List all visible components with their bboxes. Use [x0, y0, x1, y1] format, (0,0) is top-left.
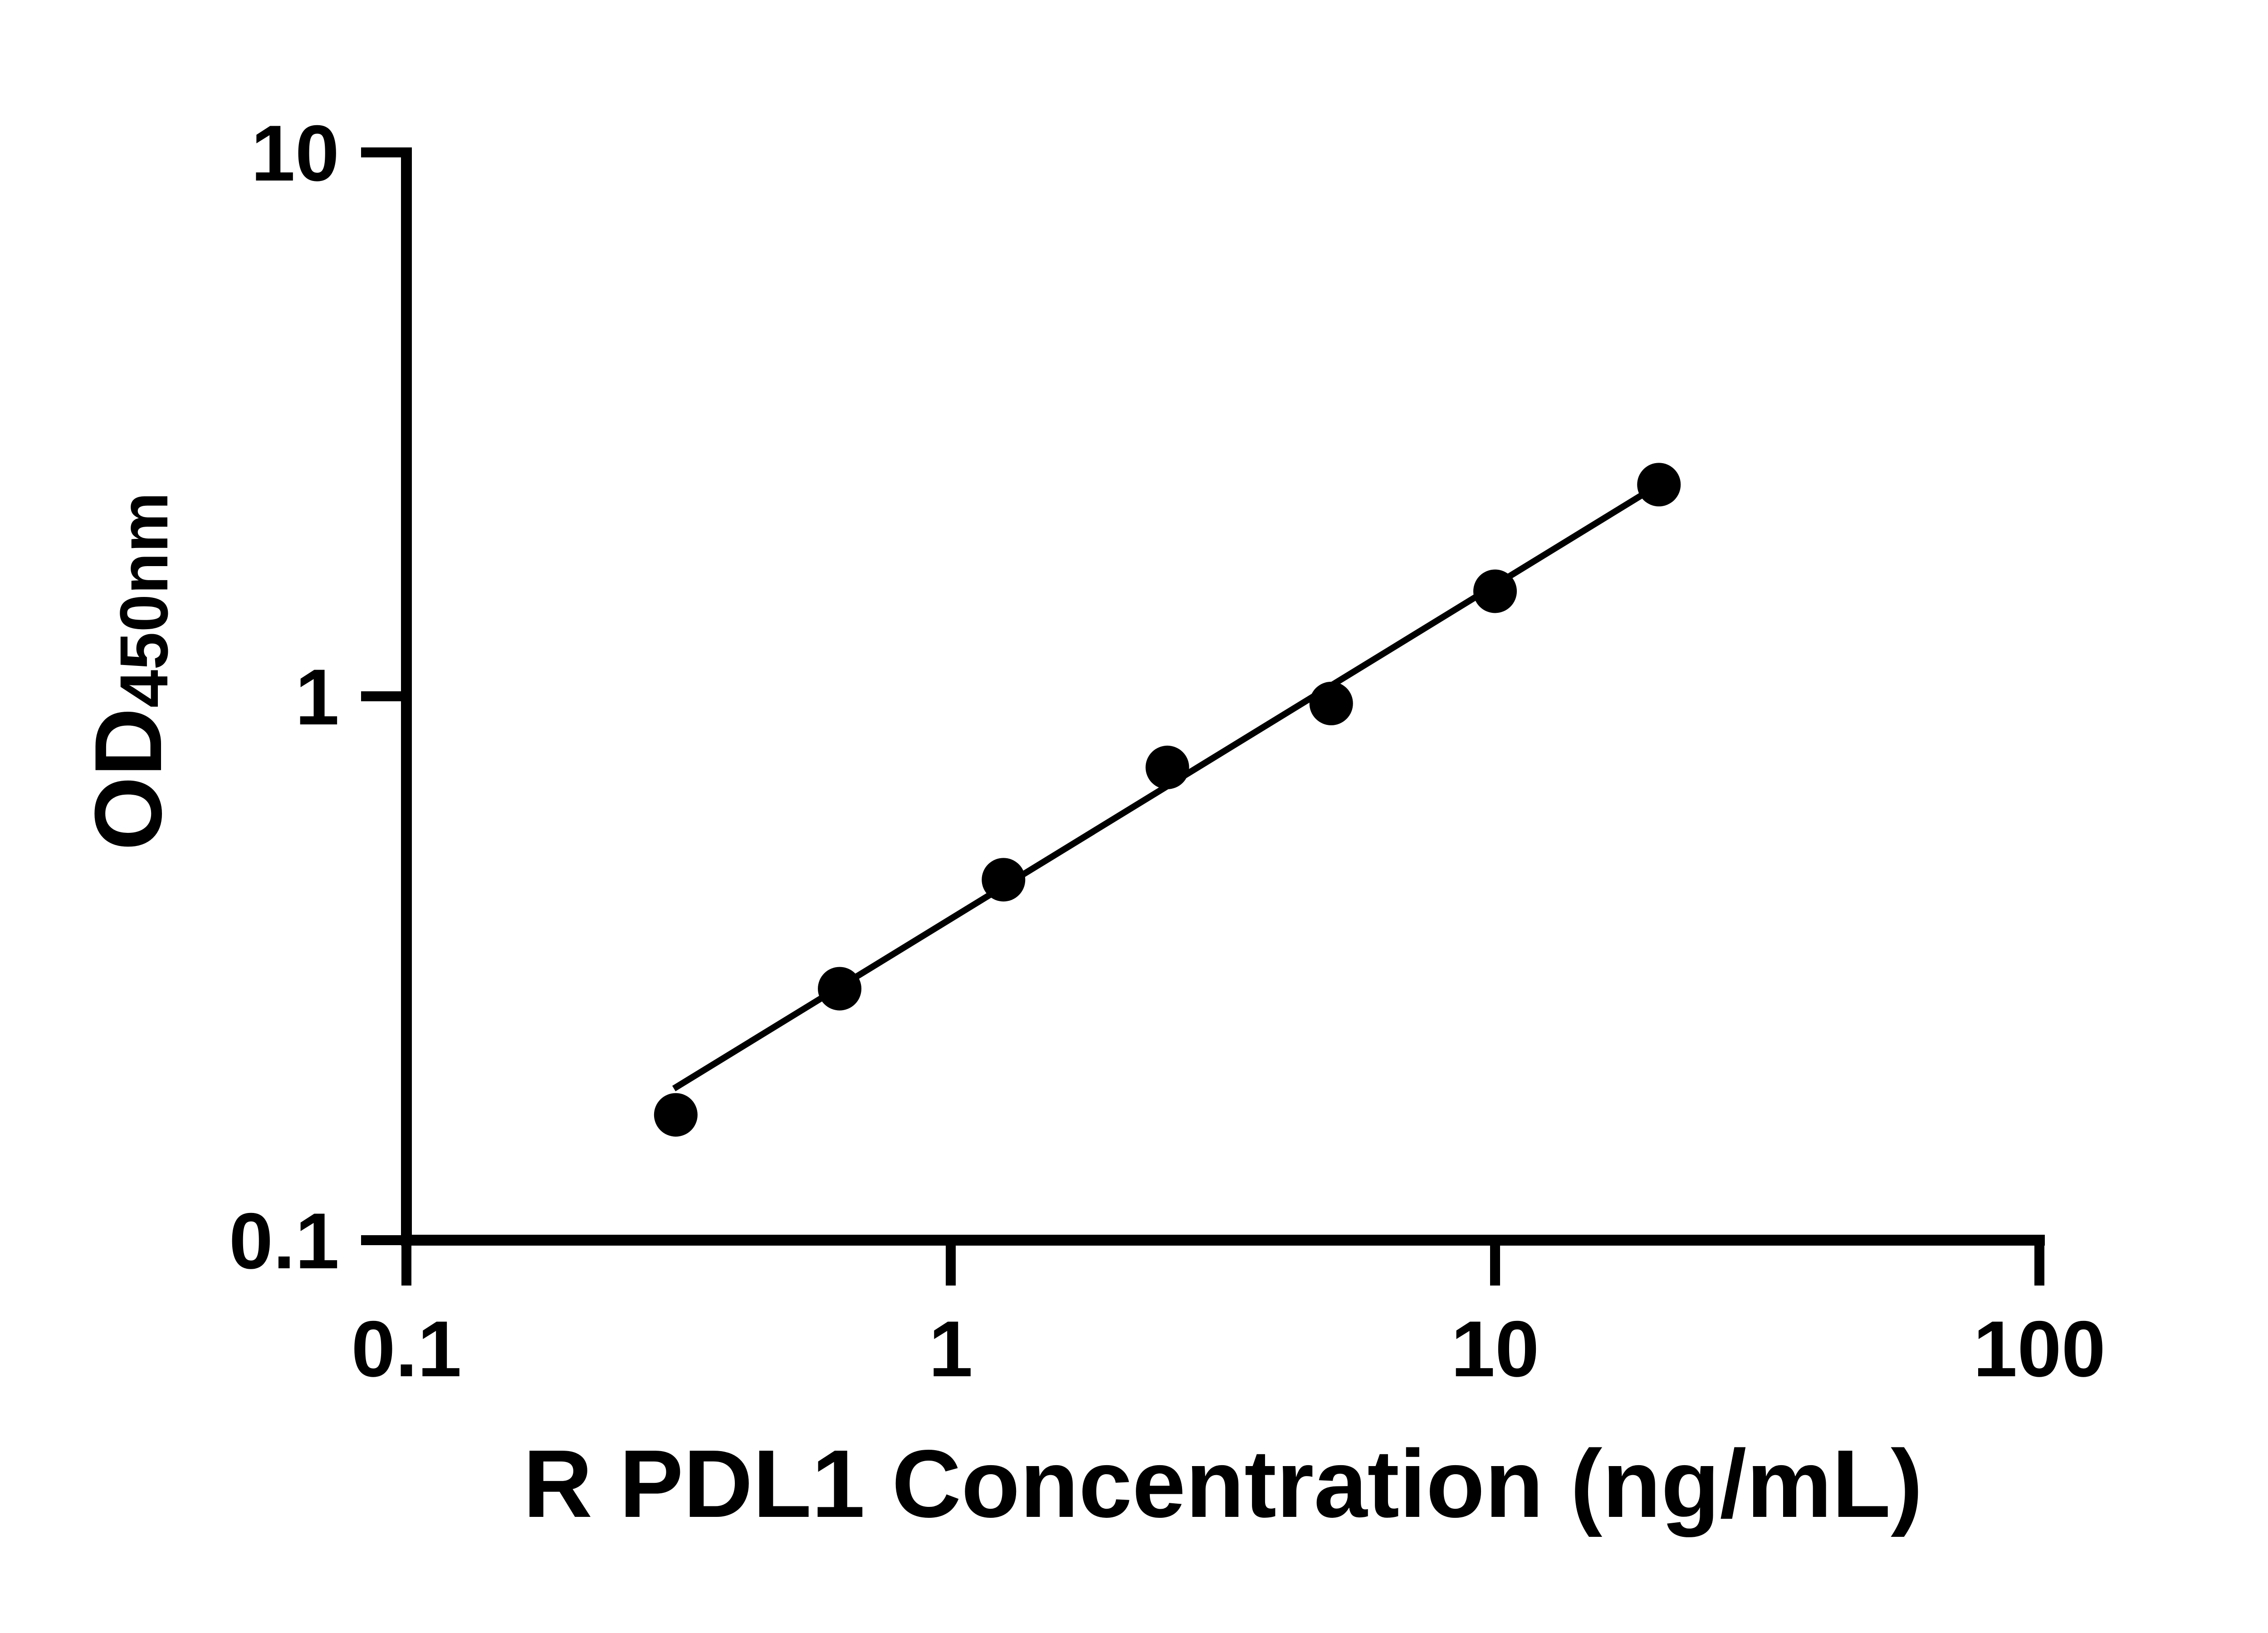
y-axis-title: OD450nm — [75, 492, 182, 851]
x-axis-title: R PDL1 Concentration (ng/mL) — [523, 1430, 1923, 1537]
y-tick-label: 0.1 — [229, 1197, 339, 1286]
y-axis-title-subscript: 450nm — [106, 492, 182, 708]
x-tick-label: 0.1 — [351, 1305, 461, 1393]
data-point-marker — [1145, 745, 1189, 789]
data-point-marker — [1473, 569, 1517, 613]
data-point-marker — [818, 967, 862, 1011]
x-tick-label: 10 — [1451, 1305, 1540, 1393]
data-point-marker — [982, 858, 1026, 902]
data-point-marker — [654, 1093, 698, 1137]
y-axis-title-main: OD — [75, 708, 181, 851]
data-point-marker — [1637, 463, 1681, 507]
y-tick-label: 10 — [251, 109, 339, 198]
x-tick-label: 1 — [929, 1305, 973, 1393]
x-tick-label: 100 — [1973, 1305, 2106, 1393]
y-tick-label: 1 — [295, 653, 339, 742]
data-point-marker — [1309, 681, 1353, 725]
